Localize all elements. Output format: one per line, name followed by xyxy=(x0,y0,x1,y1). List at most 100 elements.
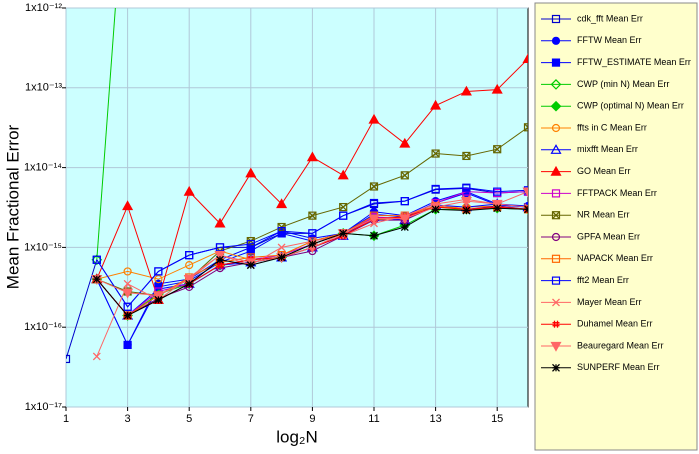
legend-label: ffts in C Mean Err xyxy=(577,122,647,132)
marker-shape xyxy=(491,199,503,210)
marker-shape xyxy=(522,187,528,198)
marker-stroke xyxy=(524,203,528,209)
marker xyxy=(551,189,561,198)
marker-shape xyxy=(214,217,226,228)
marker xyxy=(491,83,503,94)
marker-shape xyxy=(430,99,442,110)
marker-shape xyxy=(277,227,286,236)
legend-label: FFTW Mean Err xyxy=(577,35,642,45)
marker-shape xyxy=(368,113,380,124)
marker xyxy=(551,254,561,263)
marker-shape xyxy=(183,275,195,285)
marker xyxy=(551,14,561,24)
marker-shape xyxy=(369,182,379,191)
marker xyxy=(66,354,71,364)
legend-label: CWP (optimal N) Mean Err xyxy=(577,101,684,111)
marker-shape xyxy=(185,261,194,270)
marker xyxy=(339,211,348,220)
marker-shape xyxy=(431,184,440,194)
marker xyxy=(522,187,528,198)
marker-stroke xyxy=(462,151,471,160)
marker-shape xyxy=(491,83,503,94)
marker xyxy=(431,149,440,158)
legend-label: NAPACK Mean Err xyxy=(577,253,653,263)
marker-stroke xyxy=(339,203,348,212)
marker-shape xyxy=(462,183,471,192)
marker-shape xyxy=(551,211,561,220)
marker-shape xyxy=(551,58,561,67)
marker xyxy=(400,171,409,180)
marker-stroke xyxy=(123,279,132,288)
marker xyxy=(550,165,562,176)
marker xyxy=(185,279,194,288)
marker-stroke xyxy=(308,211,317,220)
marker xyxy=(462,183,471,192)
legend-label: CWP (min N) Mean Err xyxy=(577,79,669,89)
legend-label: FFTW_ESTIMATE Mean Err xyxy=(577,57,691,67)
marker xyxy=(123,340,132,350)
marker xyxy=(337,169,349,180)
marker-shape xyxy=(523,123,528,132)
legend-label: mixfft Mean Err xyxy=(577,144,638,154)
marker-shape xyxy=(550,165,562,176)
marker-stroke xyxy=(524,208,528,214)
marker xyxy=(552,320,560,328)
marker xyxy=(400,197,409,206)
marker xyxy=(399,137,411,148)
legend-label: cdk_fft Mean Err xyxy=(577,13,643,23)
marker xyxy=(185,251,194,260)
marker xyxy=(552,298,560,307)
x-tick-label: 3 xyxy=(125,413,131,425)
legend: cdk_fft Mean Err FFTW Mean Err FFTW_ESTIMA… xyxy=(541,13,691,372)
marker-shape xyxy=(400,171,409,180)
marker-shape xyxy=(550,79,562,90)
marker xyxy=(339,229,348,238)
marker-shape xyxy=(551,14,561,24)
marker-shape xyxy=(551,36,561,45)
x-tick-label: 15 xyxy=(491,413,503,425)
marker-shape xyxy=(339,202,348,212)
y-tick-label: 1x10⁻¹³ xyxy=(25,82,62,94)
marker-shape xyxy=(368,214,380,225)
marker xyxy=(551,58,561,67)
marker-shape xyxy=(400,197,409,206)
marker xyxy=(369,198,379,208)
legend-label: Beauregard Mean Err xyxy=(577,340,664,350)
legend-label: FFTPACK Mean Err xyxy=(577,188,657,198)
y-tick-label: 1x10⁻¹⁴ xyxy=(24,162,62,174)
marker xyxy=(493,204,502,213)
marker-shape xyxy=(551,189,561,198)
marker xyxy=(493,187,502,196)
marker-shape xyxy=(369,198,379,208)
marker-shape xyxy=(66,354,71,364)
series-line xyxy=(96,187,528,308)
marker xyxy=(123,267,132,276)
marker-shape xyxy=(152,291,164,302)
marker-shape xyxy=(339,211,348,220)
legend-box xyxy=(534,2,698,451)
marker xyxy=(308,229,317,238)
marker xyxy=(245,167,257,178)
marker xyxy=(246,261,255,270)
marker xyxy=(462,151,471,161)
marker-stroke xyxy=(370,182,378,191)
marker xyxy=(92,255,101,264)
marker-stroke xyxy=(92,352,101,361)
marker-stroke xyxy=(493,145,502,154)
marker-shape xyxy=(550,144,562,154)
marker xyxy=(430,99,442,110)
marker-stroke xyxy=(277,243,286,252)
marker-shape xyxy=(246,239,255,249)
marker xyxy=(460,85,472,96)
marker xyxy=(277,227,286,236)
marker xyxy=(368,214,380,225)
series-layer xyxy=(66,8,528,364)
x-tick-label: 1 xyxy=(63,413,69,425)
marker xyxy=(522,53,528,64)
marker xyxy=(493,145,502,154)
marker-shape xyxy=(123,340,132,350)
marker-shape xyxy=(460,85,472,96)
marker-shape xyxy=(154,267,163,276)
marker-shape xyxy=(308,229,317,238)
marker-shape xyxy=(215,243,225,252)
